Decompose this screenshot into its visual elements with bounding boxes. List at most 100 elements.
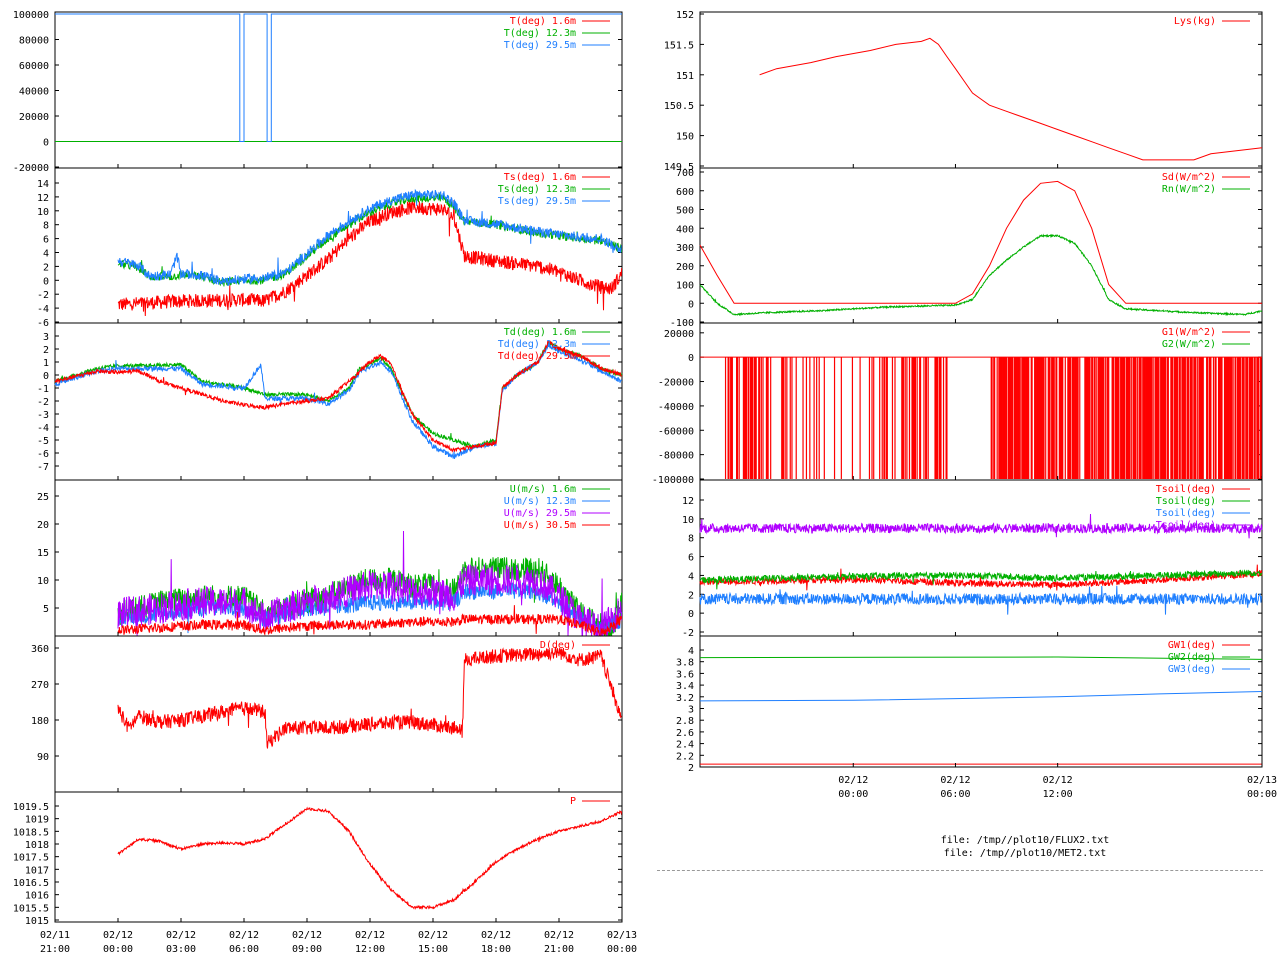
legend-label-Td: Td(deg) 1.6m	[504, 327, 576, 338]
xtick-label-date: 02/12	[418, 930, 448, 941]
series-line-Lys-0	[759, 37, 1263, 161]
ytick-label-T: -20000	[13, 163, 49, 174]
ytick-label-GW: 3	[688, 705, 694, 716]
ytick-label-Tsoil: 8	[688, 534, 694, 545]
series-line-Rad-1	[699, 233, 1263, 317]
ytick-label-U: 25	[37, 492, 49, 503]
legend-label-Dir: D(deg)	[540, 640, 576, 651]
series-line-Tsoil-1	[699, 569, 1263, 590]
legend-label-U: U(m/s) 1.6m	[510, 484, 576, 495]
legend-label-Lys: Lys(kg)	[1174, 16, 1216, 27]
series-line-T-2	[55, 13, 622, 142]
ytick-label-T: 40000	[19, 87, 49, 98]
ytick-label-Rad: 100	[676, 281, 694, 292]
legend-label-T: T(deg) 1.6m	[510, 16, 576, 27]
ytick-label-T: 60000	[19, 61, 49, 72]
legend-label-Rad: Rn(W/m^2)	[1162, 184, 1216, 195]
ytick-label-GW: 3.8	[676, 658, 694, 669]
legend-label-Td: Td(deg) 29.5m	[498, 351, 576, 362]
ytick-label-Tsoil: -2	[682, 628, 694, 639]
file-list: file: /tmp//plot10/FLUX2.txt file: /tmp/…	[860, 834, 1190, 860]
xtick-label-time: 00:00	[607, 944, 637, 955]
xtick-label-time: 09:00	[292, 944, 322, 955]
ytick-label-Td: -5	[37, 436, 49, 447]
ytick-label-Lys: 151.5	[664, 40, 694, 51]
ytick-label-Tsoil: 10	[682, 515, 694, 526]
ytick-label-Ts: -4	[37, 304, 49, 315]
legend-label-G: G1(W/m^2)	[1162, 327, 1216, 338]
ytick-label-Ts: 14	[37, 179, 49, 190]
ytick-label-Ts: -2	[37, 290, 49, 301]
ytick-label-Td: -2	[37, 397, 49, 408]
ytick-label-G: -60000	[658, 426, 694, 437]
ytick-label-Dir: 180	[31, 716, 49, 727]
legend-label-Tsoil: Tsoil(deg)	[1156, 484, 1216, 495]
ytick-label-G: 0	[688, 353, 694, 364]
legend-label-P: P	[570, 796, 576, 807]
ytick-label-T: 100000	[13, 10, 49, 21]
xtick-label-time: 15:00	[418, 944, 448, 955]
ytick-label-U: 5	[43, 604, 49, 615]
legend-label-G: G2(W/m^2)	[1162, 339, 1216, 350]
ytick-label-Ts: 8	[43, 221, 49, 232]
ytick-label-Dir: 270	[31, 680, 49, 691]
series-line-Ts-0	[117, 200, 623, 317]
ytick-label-Ts: 0	[43, 276, 49, 287]
ytick-label-G: 20000	[664, 329, 694, 340]
ytick-label-Lys: 150	[676, 132, 694, 143]
legend-label-Ts: Ts(deg) 29.5m	[498, 196, 576, 207]
ytick-label-Rad: 300	[676, 243, 694, 254]
ytick-label-Td: 3	[43, 332, 49, 343]
ytick-label-P: 1015	[25, 916, 49, 927]
ytick-label-Lys: 149.5	[664, 162, 694, 173]
legend-label-GW: GW2(deg)	[1168, 652, 1216, 663]
legend-label-U: U(m/s) 29.5m	[504, 508, 576, 519]
plot-frame-P	[54, 791, 623, 923]
legend-label-Td: Td(deg) 12.3m	[498, 339, 576, 350]
ytick-label-Rad: 400	[676, 224, 694, 235]
xtick-label-date: 02/12	[355, 930, 385, 941]
ytick-label-Ts: 4	[43, 249, 49, 260]
ytick-label-T: 20000	[19, 112, 49, 123]
legend-label-U: U(m/s) 30.5m	[504, 520, 576, 531]
ytick-label-P: 1019	[25, 815, 49, 826]
ytick-label-Td: -7	[37, 462, 49, 473]
ytick-label-Tsoil: 12	[682, 496, 694, 507]
ytick-label-Rad: 700	[676, 168, 694, 179]
series-line-P-0	[117, 806, 623, 910]
series-line-Td-2	[54, 340, 623, 453]
legend-label-T: T(deg) 12.3m	[504, 28, 576, 39]
ytick-label-Ts: 10	[37, 207, 49, 218]
xtick-label-time: 06:00	[229, 944, 259, 955]
ytick-label-Dir: 360	[31, 644, 49, 655]
ytick-label-Ts: 6	[43, 235, 49, 246]
ytick-label-GW: 4	[688, 646, 694, 657]
ytick-label-GW: 3.6	[676, 669, 694, 680]
xtick-label-time: 18:00	[481, 944, 511, 955]
ytick-label-Td: -1	[37, 384, 49, 395]
legend-label-Ts: Ts(deg) 1.6m	[504, 172, 576, 183]
xtick-label-date: 02/12	[544, 930, 574, 941]
ytick-label-G: -100000	[652, 475, 694, 486]
xtick-label-time: 06:00	[940, 789, 970, 800]
ytick-label-GW: 2.8	[676, 716, 694, 727]
ytick-label-P: 1017.5	[13, 853, 49, 864]
xtick-label-time: 00:00	[1247, 789, 1277, 800]
xtick-label-date: 02/12	[229, 930, 259, 941]
ytick-label-Rad: 600	[676, 187, 694, 198]
xtick-label-date: 02/12	[940, 775, 970, 786]
series-line-Td-1	[54, 342, 623, 459]
series-line-Tsoil-0	[699, 564, 1263, 591]
ytick-label-P: 1019.5	[13, 802, 49, 813]
ytick-label-T: 0	[43, 138, 49, 149]
ytick-label-Dir: 90	[37, 752, 49, 763]
ytick-label-Rad: 0	[688, 299, 694, 310]
ytick-label-Tsoil: 0	[688, 609, 694, 620]
ytick-label-Rad: 200	[676, 262, 694, 273]
xtick-label-date: 02/11	[40, 930, 70, 941]
ytick-label-GW: 2.4	[676, 740, 694, 751]
ytick-label-P: 1018.5	[13, 827, 49, 838]
ytick-label-Td: 1	[43, 358, 49, 369]
ytick-label-Ts: 2	[43, 262, 49, 273]
